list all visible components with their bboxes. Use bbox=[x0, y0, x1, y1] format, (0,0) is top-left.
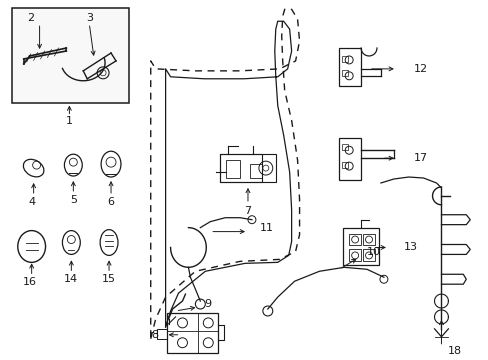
Bar bbox=[343, 228, 378, 265]
Text: 7: 7 bbox=[244, 206, 251, 216]
Bar bbox=[348, 234, 360, 246]
Bar bbox=[339, 48, 360, 86]
Text: 11: 11 bbox=[259, 222, 273, 233]
Text: 3: 3 bbox=[85, 13, 93, 23]
Text: 16: 16 bbox=[22, 277, 37, 287]
Text: 2: 2 bbox=[27, 13, 34, 23]
Bar bbox=[156, 329, 166, 339]
Bar bbox=[342, 56, 347, 62]
Text: 17: 17 bbox=[413, 153, 427, 163]
Bar bbox=[220, 154, 262, 182]
Bar bbox=[339, 138, 360, 180]
Bar bbox=[220, 154, 275, 182]
Text: 12: 12 bbox=[413, 64, 427, 74]
Text: 10: 10 bbox=[366, 247, 380, 257]
Text: 13: 13 bbox=[403, 243, 417, 252]
Bar bbox=[362, 234, 374, 246]
Text: 18: 18 bbox=[447, 346, 461, 356]
Bar bbox=[342, 144, 347, 150]
Text: 9: 9 bbox=[204, 299, 211, 309]
Bar bbox=[342, 162, 347, 168]
Text: 5: 5 bbox=[70, 195, 77, 205]
Bar bbox=[362, 249, 374, 261]
Text: 8: 8 bbox=[151, 330, 158, 340]
Text: 14: 14 bbox=[64, 274, 78, 284]
Bar bbox=[348, 249, 360, 261]
Bar bbox=[166, 313, 218, 353]
Text: 1: 1 bbox=[66, 116, 73, 126]
Bar bbox=[12, 8, 129, 103]
Bar bbox=[225, 160, 240, 178]
Text: 6: 6 bbox=[107, 197, 114, 207]
Bar bbox=[249, 164, 262, 178]
Text: 4: 4 bbox=[28, 197, 35, 207]
Bar bbox=[342, 70, 347, 76]
Text: 15: 15 bbox=[102, 274, 116, 284]
